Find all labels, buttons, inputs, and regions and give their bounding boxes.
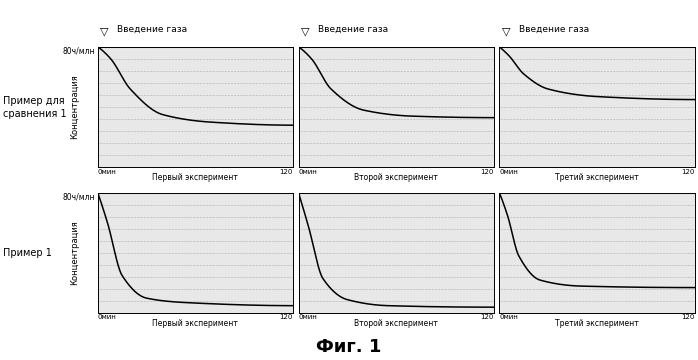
Text: Третий эксперимент: Третий эксперимент — [555, 174, 639, 183]
Text: Первый эксперимент: Первый эксперимент — [152, 174, 238, 183]
Text: Второй эксперимент: Второй эксперимент — [354, 174, 438, 183]
Text: Введение газа: Введение газа — [117, 25, 187, 34]
Text: 0мин: 0мин — [299, 168, 318, 175]
Text: Третий эксперимент: Третий эксперимент — [555, 319, 639, 328]
Text: 120: 120 — [681, 314, 695, 320]
Text: Введение газа: Введение газа — [318, 25, 388, 34]
Text: 0мин: 0мин — [98, 314, 117, 320]
Text: Введение газа: Введение газа — [519, 25, 589, 34]
Text: ▽: ▽ — [302, 26, 310, 36]
Text: 120: 120 — [681, 168, 695, 175]
Text: Концентрация: Концентрация — [70, 75, 79, 139]
Text: 120: 120 — [280, 168, 293, 175]
Text: ▽: ▽ — [502, 26, 510, 36]
Text: 120: 120 — [480, 168, 493, 175]
Text: ▽: ▽ — [101, 26, 109, 36]
Text: Фиг. 1: Фиг. 1 — [316, 338, 382, 356]
Text: 80ч/млн: 80ч/млн — [62, 193, 95, 202]
Text: 0мин: 0мин — [299, 314, 318, 320]
Text: Второй эксперимент: Второй эксперимент — [354, 319, 438, 328]
Text: Концентрация: Концентрация — [70, 221, 79, 285]
Text: 0мин: 0мин — [499, 168, 518, 175]
Text: 120: 120 — [280, 314, 293, 320]
Text: Пример для
сравнения 1: Пример для сравнения 1 — [3, 95, 67, 119]
Text: Первый эксперимент: Первый эксперимент — [152, 319, 238, 328]
Text: 120: 120 — [480, 314, 493, 320]
Text: 0мин: 0мин — [499, 314, 518, 320]
Text: Пример 1: Пример 1 — [3, 248, 52, 258]
Text: 0мин: 0мин — [98, 168, 117, 175]
Text: 80ч/млн: 80ч/млн — [62, 47, 95, 56]
